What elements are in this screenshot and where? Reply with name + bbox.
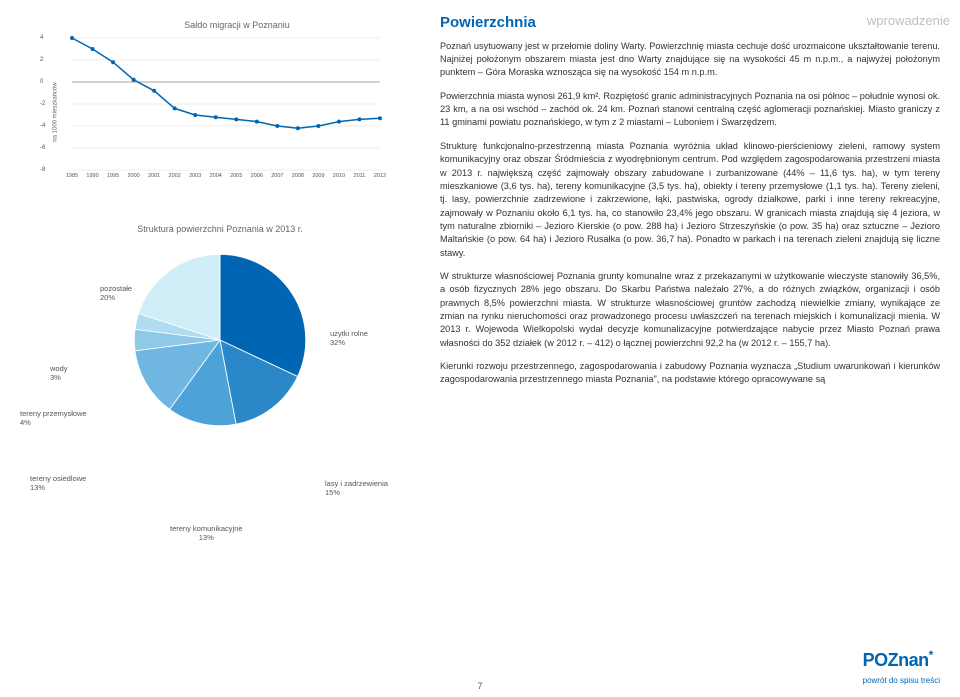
pie-slice-label: pozostałe20% bbox=[100, 284, 132, 302]
pie-slice-label: tereny osiedlowe13% bbox=[30, 474, 86, 492]
xtick-label: 2011 bbox=[354, 173, 366, 179]
y-axis-label: na 1000 mieszkańców bbox=[53, 82, 59, 141]
body-para-3: Strukturę funkcjonalno-przestrzenną mias… bbox=[440, 140, 940, 260]
ytick-label: 0 bbox=[40, 79, 43, 85]
ytick-label: -6 bbox=[40, 145, 45, 151]
logo-star-icon: * bbox=[929, 648, 933, 662]
xtick-label: 2004 bbox=[210, 173, 222, 179]
logo-part-a: POZ bbox=[863, 650, 899, 670]
logo-part-b: nan bbox=[898, 650, 929, 670]
logo: POZnan* bbox=[863, 647, 940, 673]
pie-chart-title: Struktura powierzchni Poznania w 2013 r. bbox=[20, 224, 420, 234]
pie-chart: Struktura powierzchni Poznania w 2013 r.… bbox=[20, 224, 420, 544]
xtick-label: 2007 bbox=[271, 173, 283, 179]
xtick-label: 2003 bbox=[189, 173, 201, 179]
xtick-label: 2012 bbox=[374, 173, 386, 179]
body-para-5: Kierunki rozwoju przestrzennego, zagospo… bbox=[440, 360, 940, 387]
body-para-4: W strukturze własnościowej Poznania grun… bbox=[440, 270, 940, 350]
xtick-label: 2010 bbox=[333, 173, 345, 179]
ytick-label: -8 bbox=[40, 167, 45, 173]
section-side-heading: wprowadzenie bbox=[867, 12, 950, 31]
back-to-toc-link[interactable]: powrót do spisu treści bbox=[863, 675, 940, 687]
pie-slice-label: tereny przemysłowe4% bbox=[20, 409, 87, 427]
line-chart: na 1000 mieszkańców -8-6-4-2024198519901… bbox=[54, 34, 384, 184]
xtick-label: 1985 bbox=[66, 173, 78, 179]
pie-slice-label: tereny komunikacyjne13% bbox=[170, 524, 243, 542]
xtick-label: 2001 bbox=[148, 173, 160, 179]
ytick-label: 4 bbox=[40, 35, 43, 41]
pie-slice-label: użytki rolne32% bbox=[330, 329, 368, 347]
xtick-label: 2000 bbox=[127, 173, 139, 179]
pie-slice-label: lasy i zadrzewienia15% bbox=[325, 479, 388, 497]
section-heading: Powierzchnia bbox=[440, 12, 940, 34]
page-number: 7 bbox=[477, 681, 482, 691]
body-para-1: Poznań usytuowany jest w przełomie dolin… bbox=[440, 40, 940, 80]
body-para-2: Powierzchnia miasta wynosi 261,9 km². Ro… bbox=[440, 90, 940, 130]
line-chart-title: Saldo migracji w Poznaniu bbox=[54, 20, 420, 30]
xtick-label: 2005 bbox=[230, 173, 242, 179]
pie-slice-label: wody3% bbox=[50, 364, 68, 382]
xtick-label: 1990 bbox=[86, 173, 98, 179]
xtick-label: 2006 bbox=[251, 173, 263, 179]
ytick-label: -2 bbox=[40, 101, 45, 107]
xtick-label: 1995 bbox=[107, 173, 119, 179]
ytick-label: -4 bbox=[40, 123, 45, 129]
xtick-label: 2008 bbox=[292, 173, 304, 179]
xtick-label: 2002 bbox=[169, 173, 181, 179]
xtick-label: 2009 bbox=[312, 173, 324, 179]
ytick-label: 2 bbox=[40, 57, 43, 63]
